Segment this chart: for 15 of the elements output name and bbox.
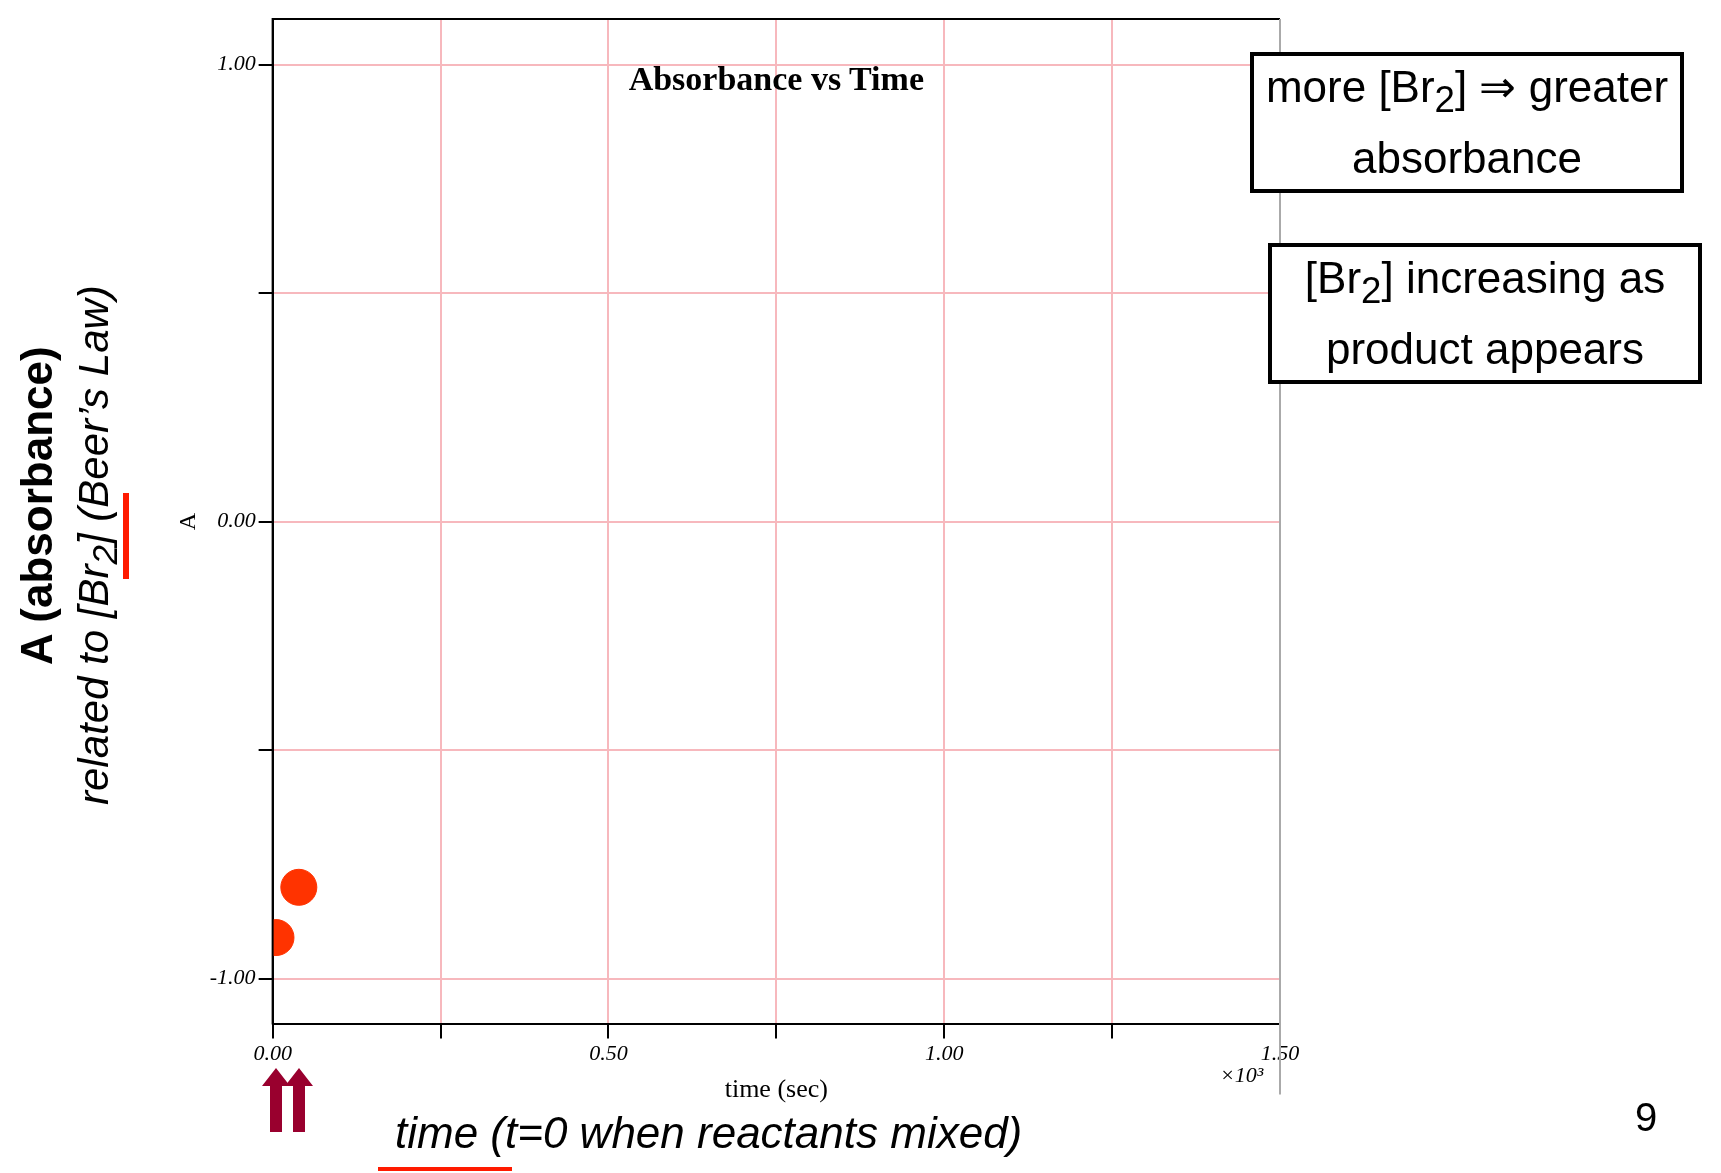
y-tick-label: 1.00: [217, 50, 256, 76]
text: time (t=0 when reactants mixed): [395, 1108, 1023, 1158]
text: ×10³: [1220, 1062, 1264, 1089]
x-tick-label: 0.00: [253, 1040, 292, 1066]
text: A (absorbance): [12, 346, 62, 665]
text: 9: [1635, 1095, 1658, 1140]
text: [Br$_{2}$] increasing as product appears: [1268, 243, 1702, 384]
y-axis-title: A: [173, 512, 200, 531]
x-axis-title: time (sec): [724, 1074, 828, 1104]
y-tick-label: -1.00: [209, 964, 256, 990]
text: Absorbance vs Time: [628, 59, 924, 97]
annotation: more [Br$_{2}$] ⇒ greater absorbance: [1250, 52, 1684, 193]
x-tick-label: 1.00: [924, 1040, 964, 1066]
y-tick-label: 0.00: [217, 507, 256, 533]
x-tick-label: 0.50: [589, 1040, 628, 1066]
